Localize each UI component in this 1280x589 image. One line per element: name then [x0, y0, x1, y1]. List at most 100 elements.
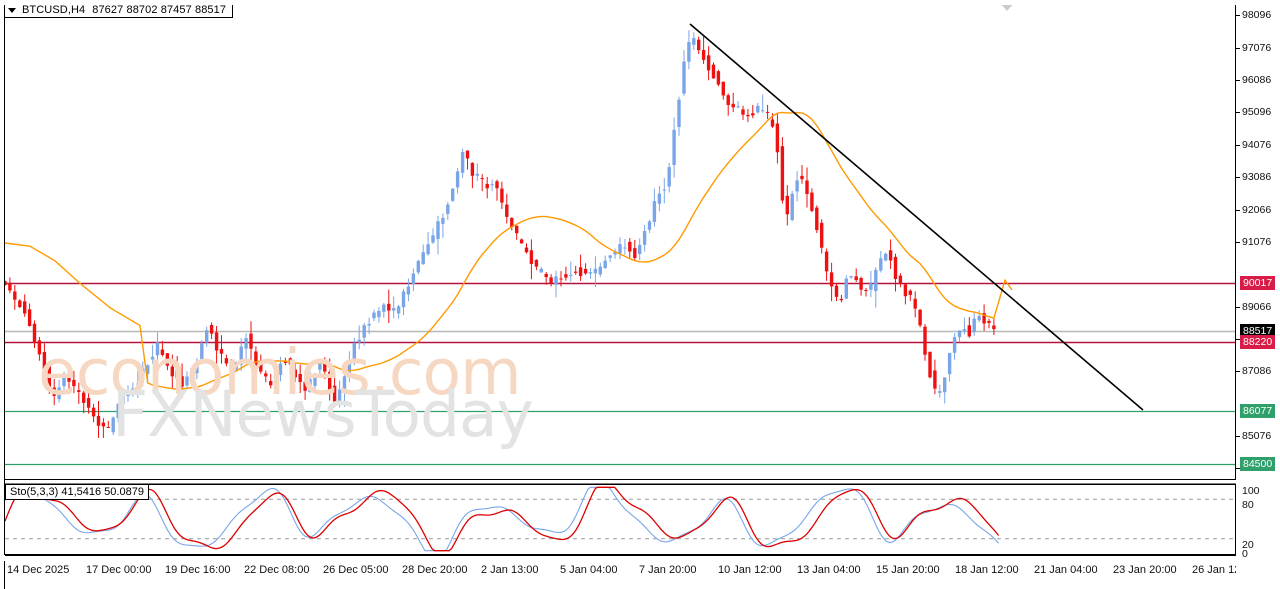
ohlc-values: 87627 88702 87457 88517 [92, 4, 227, 16]
price-badge-support[interactable]: 84500 [1240, 457, 1276, 471]
candle-body [209, 325, 214, 334]
candle-body [829, 272, 834, 287]
price-axis-tickmark [1236, 371, 1240, 373]
candle-body [815, 207, 819, 231]
candle-body [947, 353, 952, 375]
price-axis-tick: 94076 [1242, 138, 1272, 151]
candle-body [884, 253, 888, 261]
candle-body [967, 325, 971, 337]
price-badge-current-price[interactable]: 88517 [1240, 324, 1276, 338]
candle-body [283, 360, 288, 363]
candle-body [195, 362, 199, 374]
candle-body [529, 250, 534, 264]
candle-body [918, 309, 922, 326]
candle-body [219, 349, 224, 354]
candle-body [790, 193, 794, 220]
candle-body [785, 195, 789, 215]
candle-body [647, 221, 652, 230]
price-axis[interactable]: 98096 97076 96086 95096 94076 93086 92066 91076… [1236, 0, 1280, 589]
candle-body [908, 290, 912, 295]
moving-average-line[interactable] [4, 111, 1013, 390]
price-axis-tick: 95096 [1242, 105, 1272, 118]
candle-body [706, 55, 711, 71]
price-axis-tickmark [1236, 210, 1240, 212]
time-axis-tick: 15 Jan 20:00 [876, 564, 940, 576]
candle-body [111, 417, 115, 433]
candle-body [229, 362, 233, 370]
candle-body [264, 373, 268, 377]
candle-body [155, 342, 160, 356]
candle-body [741, 109, 745, 115]
stochastic-k-line[interactable] [4, 486, 1000, 552]
candle-body [682, 61, 686, 94]
price-axis-tick: 92066 [1242, 204, 1272, 217]
price-axis-tick: 91076 [1242, 236, 1272, 249]
candle-body [583, 268, 588, 274]
candle-body [923, 326, 927, 355]
candle-body [234, 362, 238, 370]
candle-body [874, 269, 878, 291]
candle-body [721, 81, 725, 96]
candle-body [86, 398, 91, 408]
candle-body [116, 403, 120, 419]
time-axis-tick: 14 Dec 2025 [7, 564, 70, 576]
candle-body [657, 193, 662, 204]
candle-body [751, 113, 755, 116]
candle-body [101, 422, 106, 427]
candle-body [805, 180, 809, 194]
candle-body [943, 377, 947, 393]
candle-body [150, 356, 155, 360]
time-axis: 14 Dec 2025 17 Dec 00:00 19 Dec 16:00 22 De… [4, 556, 1256, 589]
candle-body [451, 188, 455, 201]
candle-body [436, 221, 440, 239]
candle-body [893, 256, 898, 279]
candle-body [495, 181, 499, 189]
candle-body [952, 337, 957, 353]
candle-body [475, 173, 479, 176]
candle-body [377, 311, 381, 318]
price-axis-tick: 98096 [1242, 8, 1272, 21]
candle-body [662, 189, 666, 191]
candle-body [323, 361, 327, 372]
candle-body [205, 330, 209, 343]
candle-body [765, 111, 770, 113]
candle-body [505, 204, 509, 217]
candle-body [701, 50, 706, 60]
candle-body [269, 381, 273, 386]
candle-body [82, 392, 86, 403]
price-badge-resistance[interactable]: 88220 [1240, 335, 1276, 349]
candle-body [372, 312, 376, 319]
candle-body [824, 251, 829, 272]
trendline[interactable] [689, 23, 1144, 411]
price-axis-tickmark [1236, 177, 1240, 179]
candle-body [780, 146, 785, 201]
candle-body [136, 383, 140, 385]
candle-body [603, 260, 607, 268]
chevron-down-icon[interactable] [8, 7, 16, 13]
price-axis-tickmark [1236, 436, 1240, 438]
top-marker-icon [999, 2, 1015, 11]
candle-body [337, 389, 342, 401]
stochastic-axis-label: 20 [1242, 539, 1254, 551]
candle-body [938, 391, 942, 393]
time-axis-tick: 2 Jan 13:00 [481, 564, 539, 576]
pane-mask [0, 0, 4, 589]
candle-body [200, 342, 204, 360]
candle-body [933, 370, 937, 389]
candle-body [623, 247, 627, 249]
time-axis-tick: 28 Dec 20:00 [402, 564, 468, 576]
candle-body [441, 217, 445, 224]
symbol-label: BTCUSD,H4 [22, 4, 86, 16]
price-badge-support[interactable]: 86077 [1240, 404, 1276, 418]
price-badge-resistance[interactable]: 90017 [1240, 276, 1276, 290]
stochastic-d-line[interactable] [4, 486, 1000, 552]
candle-body [67, 376, 71, 382]
candle-body [564, 274, 568, 278]
candle-body [426, 244, 430, 255]
candle-body [642, 231, 647, 245]
candle-body [13, 291, 17, 300]
candle-body [598, 266, 602, 275]
candle-body [987, 320, 991, 323]
candle-body [455, 171, 460, 188]
